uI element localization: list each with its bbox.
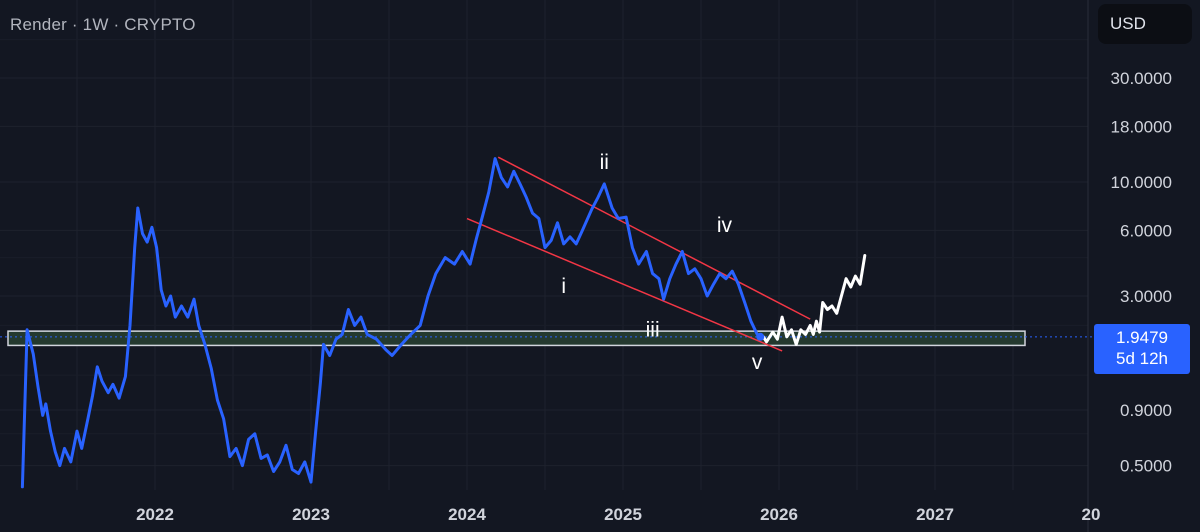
price-series bbox=[20, 157, 867, 489]
y-tick-label: 10.0000 bbox=[1111, 173, 1172, 192]
projection-line bbox=[761, 254, 867, 346]
support-zone-rect bbox=[7, 330, 1026, 347]
x-tick-label: 2022 bbox=[136, 505, 174, 524]
wave-label: iii bbox=[646, 318, 660, 341]
x-tick-label: 2023 bbox=[292, 505, 330, 524]
price-line bbox=[20, 157, 762, 489]
last-price-value: 1.9479 bbox=[1116, 328, 1168, 347]
wave-label: i bbox=[561, 275, 566, 298]
price-axis[interactable]: 30.0000 18.0000 10.0000 6.0000 3.0000 0.9000 0… bbox=[1111, 69, 1172, 476]
y-tick-label: 18.0000 bbox=[1111, 117, 1172, 136]
last-price-tag: 1.9479 5d 12h bbox=[1094, 324, 1190, 374]
symbol-title[interactable]: Render · 1W · CRYPTO bbox=[10, 15, 196, 34]
x-tick-label: 20 bbox=[1082, 505, 1101, 524]
wave-label: iv bbox=[717, 214, 733, 237]
y-tick-label: 3.0000 bbox=[1120, 287, 1172, 306]
support-zone bbox=[0, 330, 1094, 347]
time-axis[interactable]: 2022 2023 2024 2025 2026 2027 20 bbox=[136, 505, 1100, 524]
bar-countdown: 5d 12h bbox=[1116, 349, 1168, 368]
wave-label: v bbox=[752, 351, 763, 374]
channel-lower-line bbox=[466, 217, 783, 352]
channel-upper-line bbox=[497, 156, 811, 320]
x-tick-label: 2027 bbox=[916, 505, 954, 524]
x-tick-label: 2025 bbox=[604, 505, 642, 524]
y-tick-label: 30.0000 bbox=[1111, 69, 1172, 88]
last-price-dot bbox=[756, 332, 765, 341]
currency-button[interactable]: USD bbox=[1098, 4, 1192, 44]
y-tick-label: 0.5000 bbox=[1120, 457, 1172, 476]
wave-label: ii bbox=[600, 151, 609, 174]
grid bbox=[0, 0, 1089, 532]
x-tick-label: 2024 bbox=[448, 505, 486, 524]
x-tick-label: 2026 bbox=[760, 505, 798, 524]
descending-channel bbox=[466, 156, 811, 352]
y-tick-label: 6.0000 bbox=[1120, 221, 1172, 240]
y-tick-label: 0.9000 bbox=[1120, 401, 1172, 420]
